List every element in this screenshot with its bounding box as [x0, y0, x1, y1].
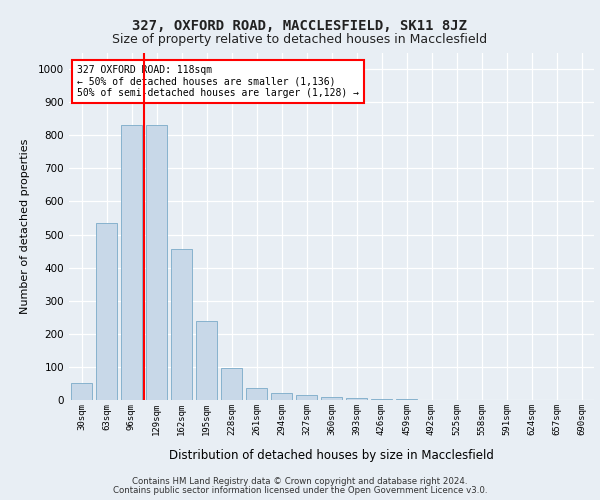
Bar — [146, 126, 167, 400]
Bar — [96, 223, 117, 400]
X-axis label: Distribution of detached houses by size in Macclesfield: Distribution of detached houses by size … — [169, 449, 494, 462]
Bar — [171, 250, 192, 400]
Bar — [296, 395, 317, 400]
Text: Contains HM Land Registry data © Crown copyright and database right 2024.: Contains HM Land Registry data © Crown c… — [132, 477, 468, 486]
Bar — [371, 399, 392, 400]
Bar — [346, 398, 367, 400]
Bar — [321, 396, 342, 400]
Y-axis label: Number of detached properties: Number of detached properties — [20, 138, 29, 314]
Text: 327, OXFORD ROAD, MACCLESFIELD, SK11 8JZ: 327, OXFORD ROAD, MACCLESFIELD, SK11 8JZ — [133, 19, 467, 33]
Bar — [71, 383, 92, 400]
Bar — [246, 388, 267, 400]
Text: Contains public sector information licensed under the Open Government Licence v3: Contains public sector information licen… — [113, 486, 487, 495]
Bar — [221, 368, 242, 400]
Bar — [121, 126, 142, 400]
Bar — [196, 321, 217, 400]
Bar — [271, 394, 292, 400]
Text: 327 OXFORD ROAD: 118sqm
← 50% of detached houses are smaller (1,136)
50% of semi: 327 OXFORD ROAD: 118sqm ← 50% of detache… — [77, 64, 359, 98]
Text: Size of property relative to detached houses in Macclesfield: Size of property relative to detached ho… — [112, 32, 488, 46]
